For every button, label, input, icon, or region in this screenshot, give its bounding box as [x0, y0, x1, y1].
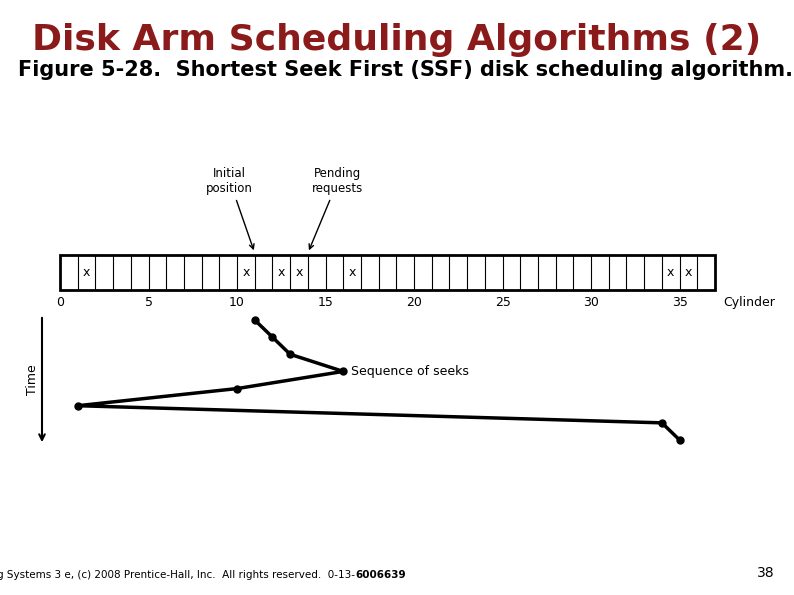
Text: Sequence of seeks: Sequence of seeks — [351, 365, 469, 378]
Text: Time: Time — [25, 365, 38, 395]
Text: 5: 5 — [145, 296, 152, 309]
Text: 30: 30 — [583, 296, 599, 309]
Text: Figure 5-28.  Shortest Seek First (SSF) disk scheduling algorithm.: Figure 5-28. Shortest Seek First (SSF) d… — [18, 60, 793, 80]
Text: Cylinder: Cylinder — [723, 296, 775, 309]
Text: x: x — [278, 266, 285, 279]
Text: x: x — [667, 266, 674, 279]
Text: Tanenbaum, Modern Operating Systems 3 e, (c) 2008 Prentice-Hall, Inc.  All right: Tanenbaum, Modern Operating Systems 3 e,… — [0, 570, 355, 580]
Text: 20: 20 — [406, 296, 422, 309]
Text: x: x — [242, 266, 249, 279]
Text: 6006639: 6006639 — [355, 570, 406, 580]
Text: x: x — [349, 266, 356, 279]
Text: Initial
position: Initial position — [206, 167, 254, 249]
Text: x: x — [83, 266, 91, 279]
Text: x: x — [295, 266, 303, 279]
Bar — [60, 255, 715, 290]
Text: 0: 0 — [56, 296, 64, 309]
Text: Pending
requests: Pending requests — [309, 167, 364, 249]
Text: x: x — [684, 266, 692, 279]
Text: 25: 25 — [495, 296, 511, 309]
Text: 35: 35 — [672, 296, 688, 309]
Text: 15: 15 — [318, 296, 333, 309]
Text: Disk Arm Scheduling Algorithms (2): Disk Arm Scheduling Algorithms (2) — [33, 23, 761, 57]
Text: 10: 10 — [229, 296, 245, 309]
Text: 38: 38 — [757, 566, 775, 580]
